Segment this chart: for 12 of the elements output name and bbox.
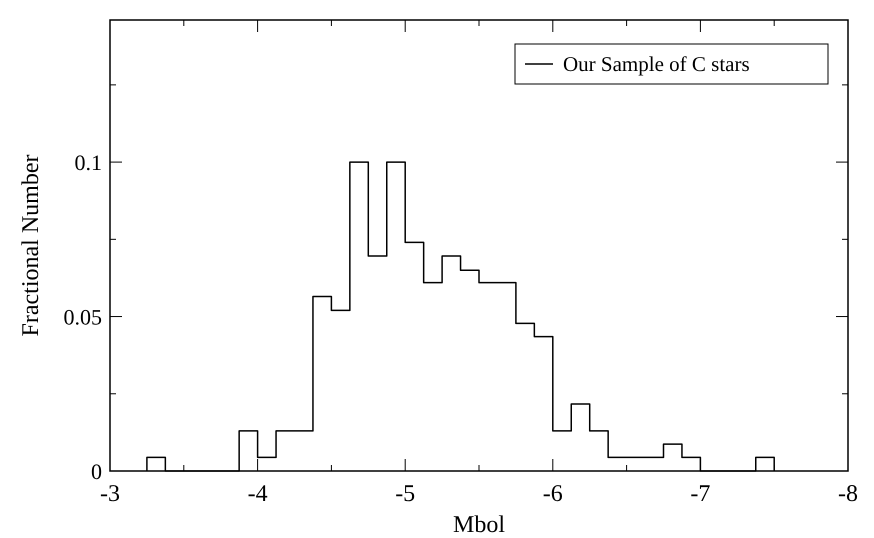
y-axis-title: Fractional Number xyxy=(18,154,44,336)
x-tick-label: -4 xyxy=(248,481,268,507)
x-tick-label: -3 xyxy=(100,481,120,507)
x-axis-title: Mbol xyxy=(452,512,506,538)
x-tick-label: -5 xyxy=(395,481,416,507)
x-tick-label: -8 xyxy=(838,481,858,507)
y-tick-label: 0.1 xyxy=(74,150,102,176)
y-tick-label: 0.05 xyxy=(64,304,102,330)
legend-label: Our Sample of C stars xyxy=(563,52,750,76)
x-tick-label: -7 xyxy=(690,481,710,507)
y-tick-label: 0 xyxy=(91,459,102,484)
x-tick-label: -6 xyxy=(542,481,563,507)
